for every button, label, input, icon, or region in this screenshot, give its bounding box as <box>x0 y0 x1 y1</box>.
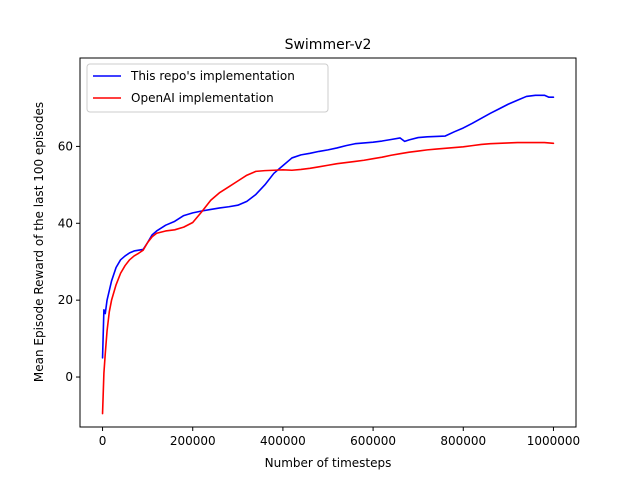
chart-title: Swimmer-v2 <box>285 37 372 53</box>
y-tick-label: 0 <box>65 370 73 384</box>
legend-box <box>86 63 329 113</box>
y-tick-label: 40 <box>58 216 73 230</box>
legend-label-1: OpenAI implementation <box>131 91 274 105</box>
x-tick-label: 400000 <box>260 434 306 448</box>
x-tick-label: 600000 <box>350 434 396 448</box>
x-tick-label: 1000000 <box>527 434 580 448</box>
x-axis: 0 200000 400000 600000 800000 1000000 <box>99 427 580 448</box>
series-layer <box>101 94 555 415</box>
series-line-0 <box>101 94 555 359</box>
legend: This repo's implementation OpenAI impleme… <box>86 63 329 113</box>
series-line-1 <box>101 141 555 415</box>
plot-area-frame <box>79 57 577 428</box>
y-tick-label: 60 <box>58 139 73 153</box>
y-tick-label: 20 <box>58 293 73 307</box>
y-axis: 0 20 40 60 <box>58 139 80 384</box>
x-axis-label: Number of timesteps <box>265 456 392 470</box>
x-tick-label: 200000 <box>170 434 216 448</box>
legend-label-0: This repo's implementation <box>130 69 295 83</box>
x-tick-label: 800000 <box>440 434 486 448</box>
y-axis-label: Mean Episode Reward of the last 100 epis… <box>32 102 46 382</box>
x-tick-label: 0 <box>99 434 107 448</box>
